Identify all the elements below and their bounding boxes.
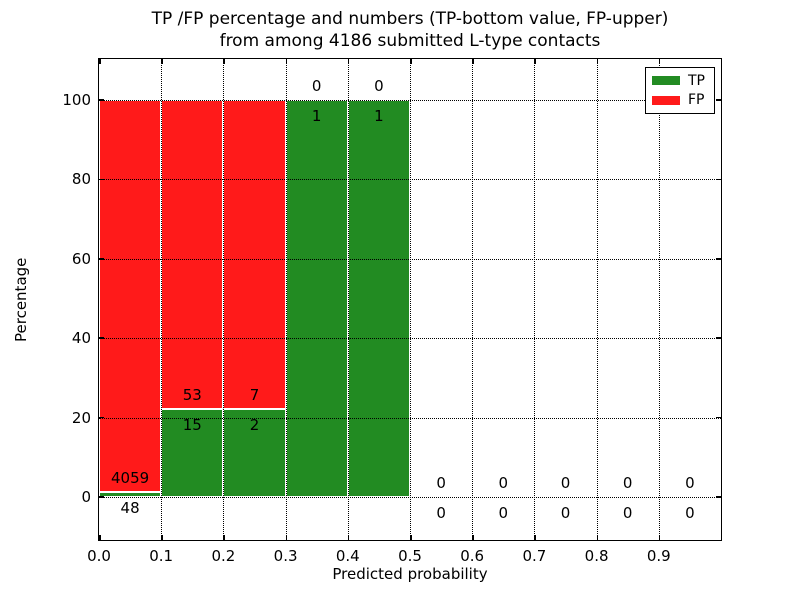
x-tick-mark-top [472, 59, 474, 64]
y-tick-mark [99, 416, 104, 419]
y-tick-label: 40 [71, 329, 91, 348]
x-tick-mark-top [161, 59, 163, 64]
fp-count-label: 0 [560, 474, 571, 492]
y-tick-label: 20 [71, 408, 91, 427]
v-gridline [472, 59, 474, 540]
y-tick-label: 60 [71, 249, 91, 268]
x-tick-mark [285, 535, 288, 540]
fp-bar [223, 100, 286, 409]
tp-count-label: 2 [249, 415, 260, 434]
x-tick-label: 0.9 [646, 547, 671, 565]
v-gridline [347, 59, 349, 540]
y-tick-mark [99, 496, 104, 498]
tp-color-swatch [652, 76, 680, 86]
x-tick-mark-top [99, 59, 101, 64]
y-tick-label: 100 [62, 91, 91, 109]
x-tick-label: 0.1 [149, 547, 174, 565]
v-gridline [658, 59, 660, 540]
x-tick-mark-top [223, 59, 225, 64]
legend-label-fp: FP [688, 92, 705, 109]
chart-title-line2: from among 4186 submitted L-type contact… [219, 31, 601, 51]
y-tick-label: 0 [81, 488, 91, 506]
plot-area: 4059 48 53 15 7 2 0 1 0 1 0 0 0 0 0 0 0 0 0 0 [98, 58, 722, 541]
x-tick-mark [347, 535, 350, 540]
x-tick-mark-top [534, 59, 536, 64]
legend-entry-tp: TP [652, 72, 708, 90]
x-tick-label: 0.6 [460, 547, 485, 565]
tp-bar [99, 492, 162, 497]
fp-count-label: 0 [311, 77, 322, 95]
chart-title-line1: TP /FP percentage and numbers (TP-bottom… [151, 9, 669, 29]
x-tick-label: 0.8 [584, 547, 609, 565]
v-gridline [223, 59, 225, 540]
x-tick-mark-top [347, 59, 350, 64]
fp-count-label: 0 [374, 77, 384, 95]
x-tick-label: 0.5 [398, 547, 422, 565]
fp-count-label: 7 [249, 385, 260, 404]
y-tick-mark [99, 258, 104, 260]
tp-bar [285, 100, 348, 497]
tp-count-label: 15 [182, 416, 202, 435]
x-tick-mark [658, 535, 661, 540]
chart-title: TP /FP percentage and numbers (TP-bottom… [99, 8, 721, 52]
legend: TP FP [645, 67, 715, 114]
x-tick-label: 0.7 [522, 547, 547, 565]
fp-count-label: 0 [436, 474, 446, 492]
x-tick-mark-top [596, 59, 599, 64]
tp-count-label: 48 [120, 499, 140, 518]
fp-count-label: 0 [685, 474, 695, 492]
x-tick-mark [472, 535, 474, 540]
tp-count-label: 0 [436, 504, 446, 522]
y-tick-mark-right [716, 178, 721, 181]
x-tick-mark [99, 535, 101, 540]
y-tick-mark-right [716, 337, 721, 339]
y-tick-mark-right [716, 416, 721, 419]
x-tick-label: 0.0 [87, 547, 111, 565]
x-tick-label: 0.4 [335, 547, 360, 565]
tp-count-label: 0 [685, 504, 695, 522]
y-tick-mark [99, 99, 104, 101]
v-gridline [161, 59, 163, 540]
fp-bar [99, 100, 162, 493]
legend-entry-fp: FP [652, 91, 708, 109]
tp-count-label: 0 [622, 504, 633, 522]
x-tick-label: 0.2 [211, 547, 236, 565]
tp-count-label: 0 [498, 504, 509, 522]
y-tick-mark-right [716, 258, 721, 260]
x-tick-mark [534, 535, 536, 540]
fp-count-label: 0 [498, 474, 509, 492]
tp-bar [161, 409, 224, 497]
x-tick-label: 0.3 [273, 547, 298, 565]
v-gridline [534, 59, 536, 540]
legend-label-tp: TP [688, 72, 705, 89]
x-axis-label: Predicted probability [332, 565, 488, 583]
y-tick-mark [99, 337, 104, 339]
x-tick-mark [161, 535, 163, 540]
tp-count-label: 1 [374, 107, 384, 125]
fp-color-swatch [652, 95, 680, 105]
fp-count-label: 0 [622, 474, 633, 492]
y-tick-mark-right [716, 496, 721, 498]
y-tick-mark [99, 178, 104, 181]
tp-count-label: 0 [560, 504, 571, 522]
x-tick-mark-top [658, 59, 661, 64]
x-tick-mark [410, 535, 412, 540]
x-tick-mark-top [410, 59, 412, 64]
y-tick-label: 80 [71, 170, 91, 189]
fp-count-label: 53 [182, 386, 202, 405]
y-tick-mark-right [716, 99, 721, 101]
y-axis-label: Percentage [12, 257, 30, 342]
x-tick-mark [596, 535, 599, 540]
v-gridline [285, 59, 287, 540]
fp-bar [161, 100, 224, 410]
x-tick-mark-top [285, 59, 288, 64]
tp-bar [347, 100, 410, 497]
x-tick-mark [223, 535, 225, 540]
tp-count-label: 1 [311, 107, 322, 125]
v-gridline [410, 59, 411, 540]
v-gridline [596, 59, 598, 540]
fp-count-label: 4059 [111, 469, 150, 488]
